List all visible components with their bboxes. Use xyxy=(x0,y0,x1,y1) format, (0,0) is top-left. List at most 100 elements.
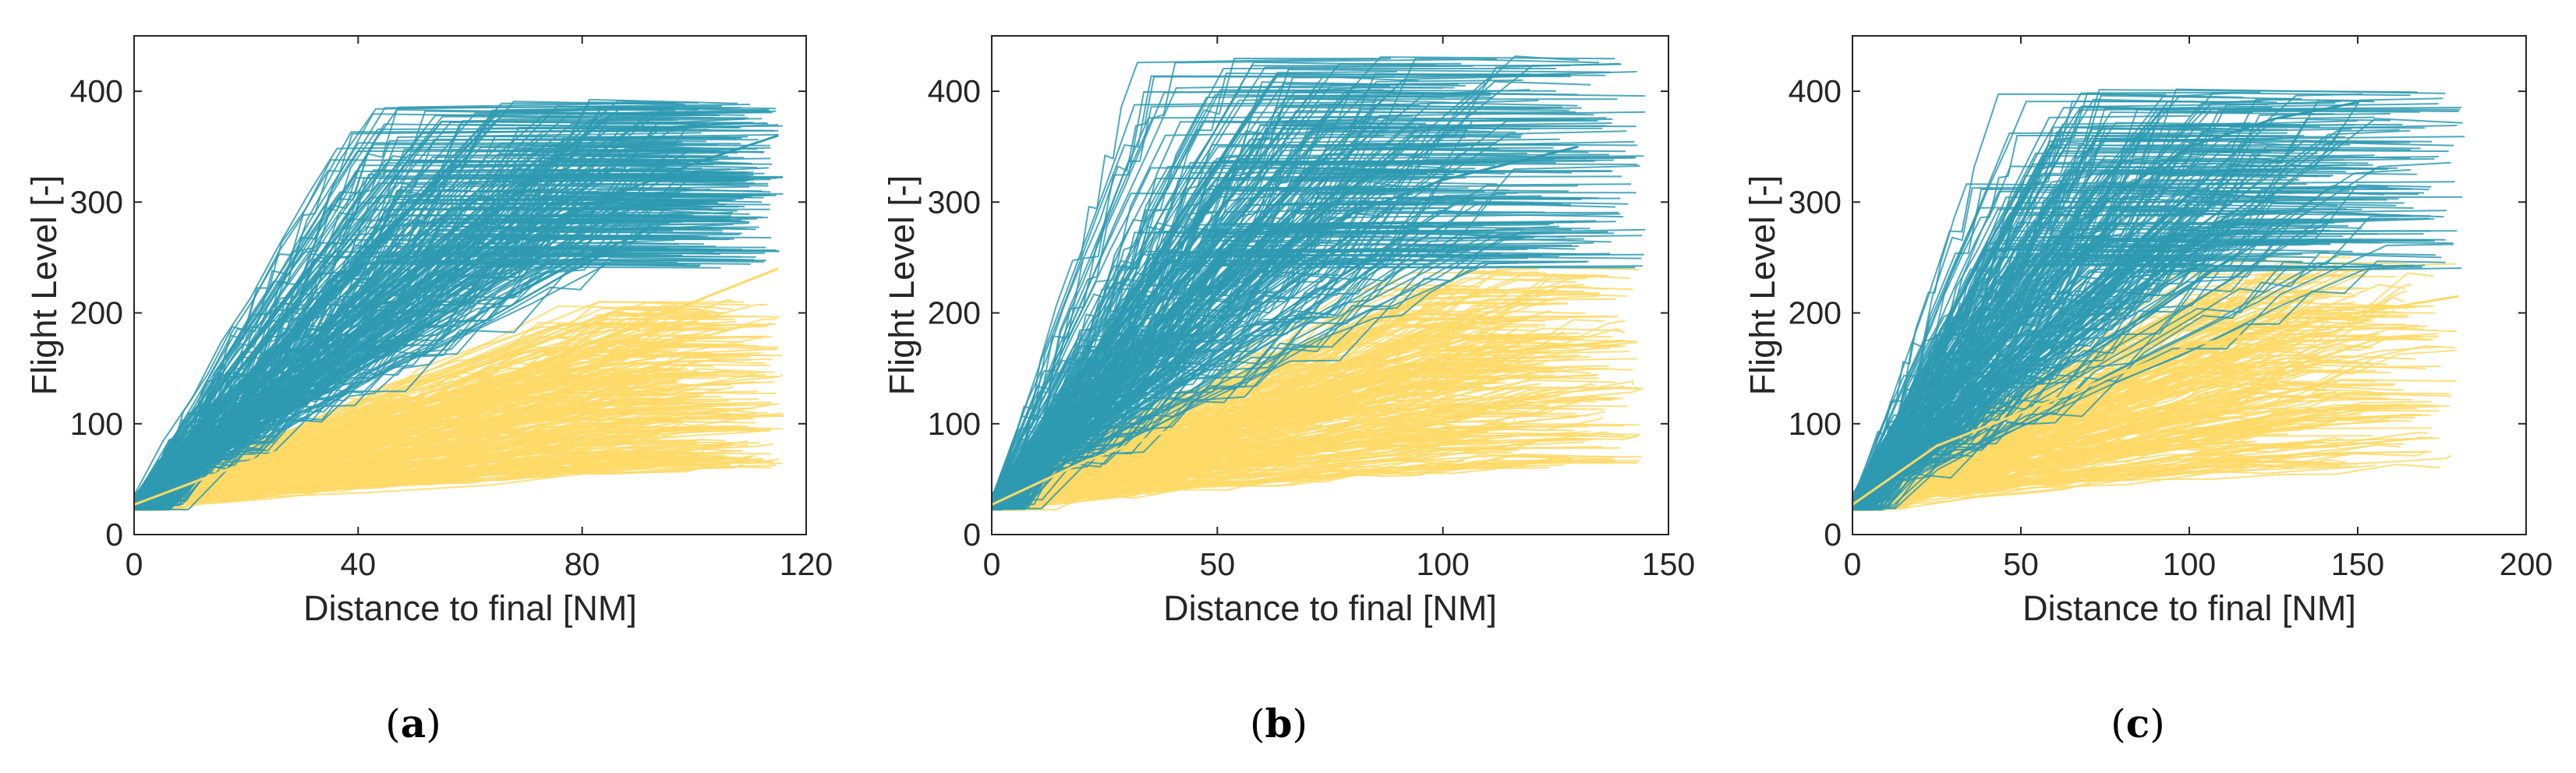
trajectory-upper-line xyxy=(1852,186,2358,498)
trajectory-upper-line xyxy=(1852,132,2288,510)
y-tick-label: 100 xyxy=(70,406,123,442)
trajectory-upper-line xyxy=(992,105,1562,497)
y-axis-label: Flight Level [-] xyxy=(24,175,64,396)
x-tick-label: 200 xyxy=(2500,546,2553,582)
trajectory-upper-line xyxy=(992,236,1535,503)
trajectory-upper-line xyxy=(992,101,1377,499)
trajectory-upper-line xyxy=(1852,129,2411,496)
trajectory-lower-line xyxy=(992,458,1573,510)
trajectory-lower-line xyxy=(134,379,679,505)
trajectory-upper-line xyxy=(992,133,1522,507)
trajectory-upper-line xyxy=(992,58,1497,504)
trajectory-upper-line xyxy=(134,121,769,509)
trajectory-lower-line xyxy=(1852,464,2376,510)
trajectory-upper-line xyxy=(1852,253,2442,507)
trajectory-lower-line xyxy=(1852,339,2380,501)
trajectory-upper-line xyxy=(134,206,695,501)
y-tick-label: 400 xyxy=(1789,73,1842,109)
trajectory-upper-line xyxy=(992,192,1388,499)
axes-box xyxy=(991,35,1669,535)
trajectory-lower-line xyxy=(134,442,726,507)
y-tick-label: 200 xyxy=(1789,295,1842,331)
trajectory-upper-line xyxy=(992,245,1537,506)
trajectory-upper-line xyxy=(134,115,748,503)
x-tick-label: 0 xyxy=(126,546,143,582)
trajectory-upper-line xyxy=(134,251,721,504)
trajectory-lower-line xyxy=(992,321,1498,508)
trajectory-bundle xyxy=(134,98,784,511)
y-tick-label: 200 xyxy=(928,295,981,331)
trajectory-upper-line xyxy=(134,135,742,511)
trajectory-lower-line xyxy=(1852,436,2346,508)
trajectory-upper-line xyxy=(134,138,706,496)
trajectory-lower-line xyxy=(1852,414,2422,510)
trajectory-upper-line xyxy=(134,206,738,505)
series-lower-line xyxy=(992,339,1624,506)
trajectory-lower-line xyxy=(992,431,1623,501)
trajectory-lower-line xyxy=(1852,450,2427,505)
trajectory-upper-line xyxy=(992,127,1603,507)
trajectory-upper-line xyxy=(1852,264,2426,510)
x-tick-label: 40 xyxy=(341,546,377,582)
trajectory-upper-line xyxy=(1852,185,2429,510)
x-axis-label: Distance to final [NM] xyxy=(1163,588,1497,628)
panel-b: 0 50 100 150 0 100 200 300 400 Distance to final … xyxy=(882,35,1695,747)
x-tick-label: 0 xyxy=(1844,546,1862,582)
trajectory-upper-line xyxy=(992,232,1555,509)
trajectory-lower-line xyxy=(134,456,680,504)
y-tick-label: 300 xyxy=(70,184,123,220)
trajectory-upper-line xyxy=(1852,211,2444,502)
trajectory-lower-line xyxy=(134,340,745,507)
trajectory-upper-line xyxy=(992,260,1589,505)
trajectory-upper-line xyxy=(1852,135,2346,498)
trajectory-upper-line xyxy=(1852,185,2195,507)
panel-c: 0 50 100 150 200 0 100 200 300 400 Distance to fin… xyxy=(1743,35,2553,747)
trajectory-upper-line xyxy=(134,107,674,510)
trajectory-upper-line xyxy=(992,238,1612,500)
trajectory-upper-line xyxy=(134,177,744,501)
trajectory-upper-line xyxy=(1852,189,2192,509)
series-upper-line xyxy=(134,134,779,506)
series-lower-line xyxy=(1852,295,2459,506)
trajectory-upper-line xyxy=(1852,213,2383,507)
trajectory-upper-line xyxy=(134,123,708,507)
trajectory-bundle xyxy=(1852,88,2465,511)
y-tick-label: 300 xyxy=(928,184,981,220)
x-axis-label: Distance to final [NM] xyxy=(2022,588,2356,628)
trajectory-lower-line xyxy=(992,442,1448,510)
x-tick-label: 150 xyxy=(2331,546,2384,582)
trajectory-upper-line xyxy=(992,252,1611,499)
x-tick-label: 0 xyxy=(983,546,1001,582)
trajectory-upper-line xyxy=(1852,238,2435,510)
y-tick-label: 100 xyxy=(1789,406,1842,442)
trajectory-upper-line xyxy=(134,133,779,508)
panel-a: 0 40 80 120 0 100 200 300 400 Distance to final [… xyxy=(24,35,833,747)
trajectory-lower-line xyxy=(992,404,1549,496)
trajectory-lower-line xyxy=(992,461,1639,508)
trajectory-upper-line xyxy=(992,160,1497,497)
trajectory-lower-line xyxy=(1852,417,2415,496)
trajectory-upper-line xyxy=(992,121,1490,509)
x-axis-label: Distance to final [NM] xyxy=(303,588,637,628)
trajectory-lower-line xyxy=(1852,379,2457,499)
x-tick-label: 50 xyxy=(2003,546,2039,582)
trajectory-lower-line xyxy=(992,369,1500,504)
y-axis-label: Flight Level [-] xyxy=(882,175,922,396)
trajectory-lower-line xyxy=(992,415,1590,505)
y-tick-label: 400 xyxy=(70,73,123,109)
series-upper-line xyxy=(992,145,1579,506)
trajectory-upper-line xyxy=(1852,203,2397,509)
trajectory-lower-line xyxy=(134,395,722,504)
x-tick-label: 150 xyxy=(1642,546,1695,582)
trajectory-lower-line xyxy=(134,461,696,507)
x-tick-label: 80 xyxy=(564,546,600,582)
trajectory-upper-line xyxy=(992,249,1470,510)
panel-caption: (b) xyxy=(1250,701,1307,747)
trajectory-upper-line xyxy=(992,118,1586,510)
trajectory-lower-line xyxy=(992,405,1469,505)
y-tick-label: 0 xyxy=(105,517,123,552)
axes-box xyxy=(133,35,807,535)
trajectory-upper-line xyxy=(134,224,734,503)
trajectory-upper-line xyxy=(134,179,688,496)
